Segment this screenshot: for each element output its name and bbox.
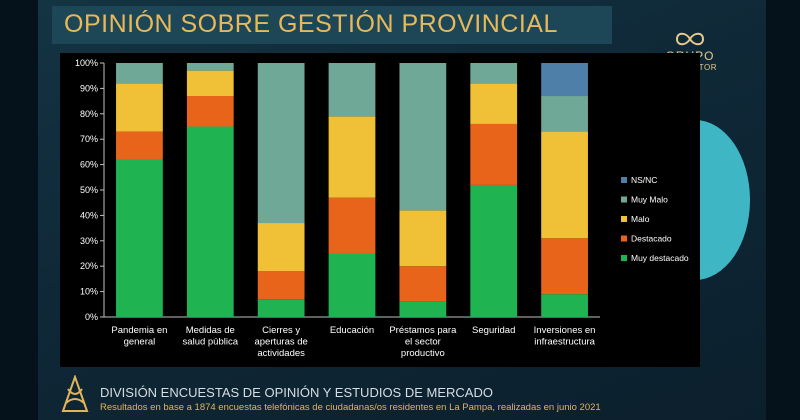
y-tick-label: 30%: [80, 236, 98, 246]
bar-segment-malo: [541, 131, 588, 239]
legend-swatch: [621, 216, 627, 222]
y-tick-label: 20%: [80, 261, 98, 271]
y-tick-label: 80%: [80, 109, 98, 119]
bar-segment-muy-destacado: [116, 159, 163, 317]
legend-label: Muy destacado: [631, 253, 689, 263]
bar-segment-destacado: [541, 238, 588, 295]
bar-segment-muy-malo: [470, 63, 518, 84]
footer-logo-icon: [61, 375, 89, 412]
x-tick-label: Pandemia en general: [111, 325, 167, 348]
x-tick-label-line: Seguridad: [472, 325, 515, 336]
x-tick-label-line: Medidas de: [186, 325, 235, 336]
x-tick-label-line: actividades: [257, 348, 305, 359]
bar-segment-muy-malo: [186, 63, 234, 71]
bar-segment-malo: [116, 83, 163, 132]
bar-segment-malo: [257, 223, 305, 272]
bar-segment-malo: [399, 210, 447, 267]
x-tick-label: Préstamos para el sector productivo: [389, 325, 457, 359]
x-tick-label-line: productivo: [401, 348, 445, 359]
bar-segment-malo: [186, 70, 234, 97]
legend-swatch: [621, 255, 627, 261]
bar-segment-muy-destacado: [328, 253, 376, 317]
bar-segment-destacado: [470, 123, 518, 185]
y-tick-label: 10%: [80, 287, 98, 297]
x-tick-label: Medidas de salud pública: [183, 325, 239, 348]
infinity-logo-icon: [675, 32, 705, 46]
x-tick-label-line: Inversiones en: [534, 325, 596, 336]
x-tick-label-line: el sector: [405, 337, 441, 348]
bar-segment-muy-malo: [257, 63, 305, 224]
bar-segment-destacado: [116, 131, 163, 160]
y-tick-label: 60%: [80, 160, 98, 170]
bar-segment-destacado: [257, 271, 305, 300]
x-tick-label: Seguridad: [472, 325, 515, 336]
bar-segment-muy-malo: [399, 63, 447, 211]
legend-label: NS/NC: [631, 175, 657, 185]
bar-segment-muy-destacado: [541, 294, 588, 317]
bar-segment-malo: [328, 116, 376, 198]
bar-segment-muy-malo: [116, 63, 163, 84]
bar-segment-destacado: [186, 96, 234, 127]
x-tick-label-line: infraestructura: [534, 337, 595, 348]
x-tick-label: Inversiones en infraestructura: [534, 325, 596, 348]
left-dark-bar: [0, 0, 38, 420]
legend-label: Destacado: [631, 234, 672, 244]
footer-title: DIVISIÓN ENCUESTAS DE OPINIÓN Y ESTUDIOS…: [100, 385, 493, 400]
bar-segment-muy-malo: [541, 96, 588, 132]
title-strip: [52, 6, 612, 44]
bar-segment-malo: [470, 83, 518, 124]
legend-label: Muy Malo: [631, 195, 668, 205]
bar-segment-muy-destacado: [257, 299, 305, 317]
slide-title: OPINIÓN SOBRE GESTIÓN PROVINCIAL: [64, 10, 558, 38]
bar-segment-ns-nc: [541, 63, 588, 97]
bar-segment-muy-destacado: [186, 126, 234, 317]
y-tick-label: 0%: [85, 312, 98, 322]
x-tick-label-line: general: [124, 337, 156, 348]
legend-label: Malo: [631, 214, 650, 224]
legend-swatch: [621, 196, 627, 203]
x-tick-label: Educación: [330, 325, 374, 336]
x-tick-label: Cierres y aperturas de actividades: [254, 325, 307, 359]
x-tick-label-line: aperturas de: [254, 337, 307, 348]
x-tick-label-line: Cierres y: [262, 325, 300, 336]
stacked-bar-chart: 0% 10% 20% 30% 40% 50% 60% 70% 80% 90% 100% Pandemi…: [75, 58, 689, 359]
x-tick-label-line: salud pública: [183, 337, 239, 348]
legend-swatch: [621, 177, 627, 183]
bar-segment-muy-destacado: [470, 184, 518, 317]
legend-swatch: [621, 235, 627, 242]
x-tick-label-line: Pandemia en: [111, 325, 167, 336]
y-tick-label: 50%: [80, 185, 98, 195]
right-dark-bar: [766, 0, 800, 420]
y-tick-label: 90%: [80, 83, 98, 93]
bar-segment-destacado: [328, 197, 376, 254]
chart-panel: 0% 10% 20% 30% 40% 50% 60% 70% 80% 90% 100% Pandemi…: [60, 53, 700, 367]
y-tick-label: 70%: [80, 134, 98, 144]
footer-subtitle: Resultados en base a 1874 encuestas tele…: [100, 402, 601, 413]
bar-segment-muy-destacado: [399, 301, 447, 317]
x-tick-label-line: Préstamos para: [389, 325, 457, 336]
y-tick-label: 40%: [80, 210, 98, 220]
bar-segment-muy-malo: [328, 63, 376, 117]
y-tick-label: 100%: [75, 58, 98, 68]
x-tick-label-line: Educación: [330, 325, 374, 336]
bar-segment-destacado: [399, 266, 447, 302]
